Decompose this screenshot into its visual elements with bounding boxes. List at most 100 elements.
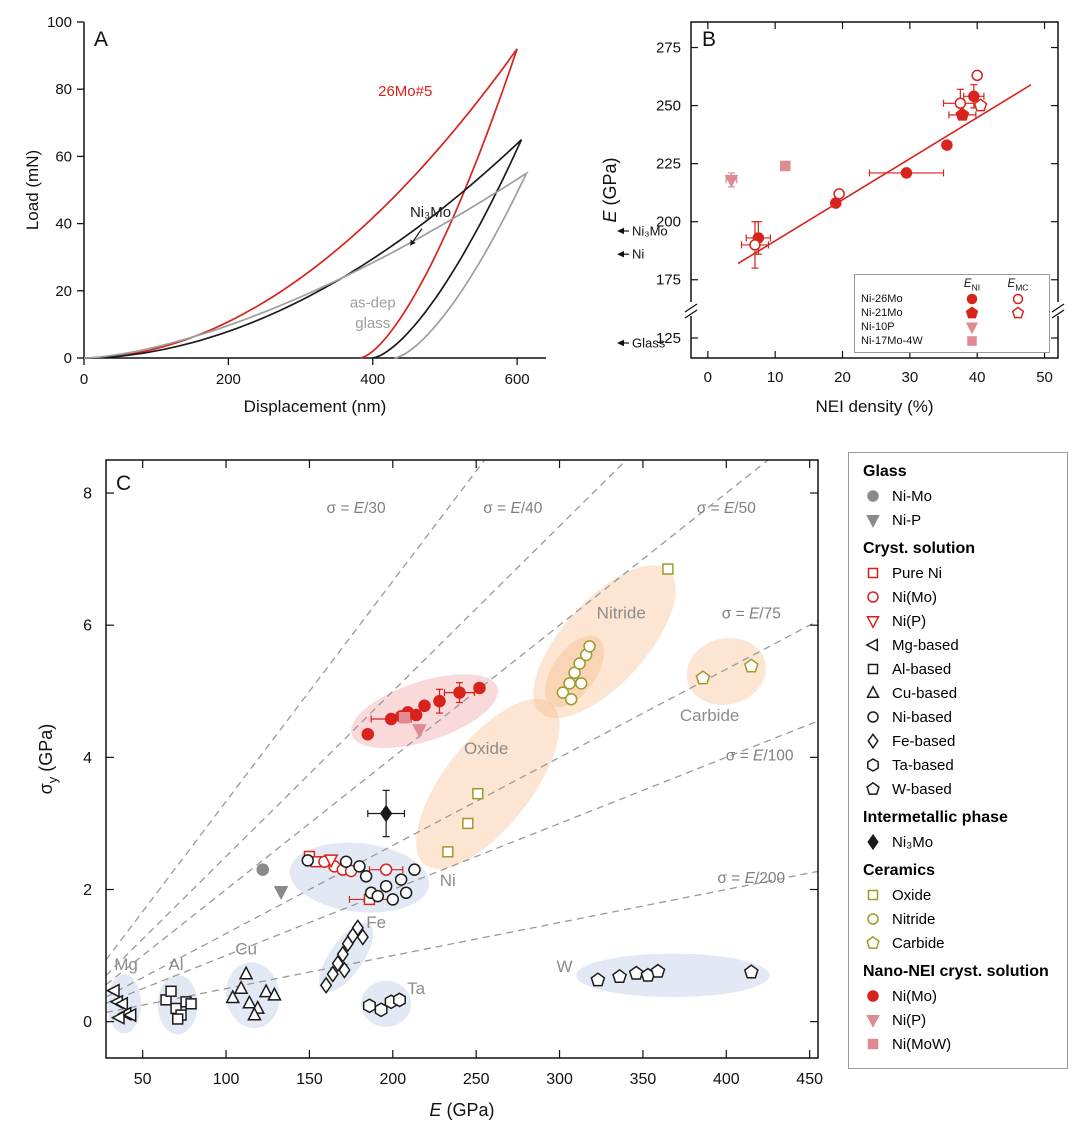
svg-text:Oxide: Oxide [464, 739, 508, 758]
legend-item-ta-based: Ta-based [863, 753, 1055, 777]
svg-text:40: 40 [55, 216, 72, 233]
svg-text:Ni: Ni [632, 247, 644, 262]
legend-item-ni-p: Ni-P [863, 508, 1055, 532]
legend-item-al-based: Al-based [863, 657, 1055, 681]
svg-text:2: 2 [83, 882, 92, 899]
series-ni26mo-eni [745, 84, 985, 255]
series-glass-ni-mo [256, 863, 269, 876]
guide-label-E30: σ = E/30 [327, 500, 387, 517]
square-marker-icon [867, 1038, 879, 1050]
circle-marker-icon [867, 990, 879, 1002]
svg-text:10: 10 [767, 369, 784, 386]
svg-text:20: 20 [834, 369, 851, 386]
svg-text:225: 225 [656, 156, 681, 173]
series-ceramic-oxide [442, 563, 674, 858]
legend-section-intermetallic-phase: Intermetallic phase [863, 809, 1008, 826]
circle-marker-icon [867, 913, 879, 925]
panel-a-chart: 0 200 400 600 0 20 40 60 80 100 Displacement (nm) L… [23, 14, 546, 416]
legend-row-label: Ni-26Mo [861, 293, 903, 306]
triangle-up-marker-icon [866, 685, 880, 699]
panel-c-axes: 50 100 150 200 250 300 350 400 450 0 2 4 6 8 [83, 459, 823, 1088]
legend-item-ni-mo: Ni-Mo [863, 484, 1055, 508]
guide-line-E75 [105, 620, 819, 998]
legend-item-nitride: Nitride [863, 907, 1055, 931]
svg-text:30: 30 [902, 369, 919, 386]
square-marker-icon [867, 889, 879, 901]
legend-marker [949, 292, 995, 306]
legend-item-label: Ni-Mo [892, 487, 932, 505]
panel-b-chart: 0 10 20 30 40 50 175 200 225 250 275 125 NEI density… [600, 21, 1065, 416]
region-oxide [416, 698, 560, 869]
svg-text:275: 275 [656, 40, 681, 57]
legend-item-label: W-based [892, 780, 952, 798]
legend-item-ni-based: Ni-based [863, 705, 1055, 729]
svg-text:Ni₃Mo: Ni₃Mo [410, 204, 451, 221]
circle-marker-icon [867, 711, 879, 723]
svg-text:100: 100 [47, 14, 72, 31]
curve-as-dep glass [83, 170, 529, 359]
series-nano-ni-mow [398, 712, 411, 724]
series-ni17mo4w [780, 160, 791, 172]
panel-a-letter: A [94, 28, 109, 51]
svg-text:350: 350 [630, 1071, 657, 1088]
panel-b-legend: ENI EMC Ni-26Mo Ni-21Mo Ni-10P Ni-17Mo-4W [854, 274, 1050, 354]
svg-text:Displacement (nm): Displacement (nm) [244, 397, 387, 416]
svg-text:as-dep: as-dep [350, 295, 396, 312]
svg-text:6: 6 [83, 618, 92, 635]
svg-text:400: 400 [360, 371, 385, 388]
legend-marker [949, 320, 995, 335]
guide-label-E200: σ = E/200 [717, 870, 785, 887]
square-marker-icon [867, 663, 879, 675]
curve-26Mo#5 [83, 48, 518, 359]
svg-text:100: 100 [213, 1071, 240, 1088]
legend-item-pure-ni: Pure Ni [863, 561, 1055, 585]
legend-item-ni-p-: Ni(P) [863, 609, 1055, 633]
guide-line-E200 [105, 870, 819, 1014]
circle-marker-icon [867, 591, 879, 603]
svg-text:σy (GPa): σy (GPa) [36, 724, 60, 795]
svg-text:8: 8 [83, 486, 92, 503]
series-ni21mo-eni [948, 107, 977, 121]
svg-text:Carbide: Carbide [680, 706, 740, 725]
legend-section-glass: Glass [863, 463, 907, 480]
legend-section-nano-nei-cryst-solution: Nano-NEI cryst. solution [863, 963, 1049, 980]
square-marker-icon [867, 567, 879, 579]
series-w-based [590, 963, 759, 987]
series-nano-ni-p [412, 724, 427, 739]
svg-text:175: 175 [656, 272, 681, 289]
svg-text:Ta: Ta [407, 979, 426, 998]
pentagon-marker-icon [866, 781, 880, 795]
hexagon-marker-icon [867, 758, 879, 772]
legend-item-label: Fe-based [892, 732, 956, 750]
legend-item-w-based: W-based [863, 777, 1055, 801]
panel-c-legend: Glass Ni-Mo Ni-P Cryst. solution Pure Ni Ni(M… [848, 452, 1068, 1069]
series-ni-based [301, 854, 421, 906]
svg-text:26Mo#5: 26Mo#5 [378, 83, 432, 100]
svg-text:50: 50 [134, 1071, 152, 1088]
svg-text:0: 0 [64, 350, 72, 367]
series-fe-based [319, 919, 369, 995]
legend-item-label: Oxide [892, 886, 932, 904]
legend-item-label: Ni(Mo) [892, 987, 937, 1005]
legend-item-label: Cu-based [892, 684, 958, 702]
panel-c-chart: σ = E/30 σ = E/40 σ = E/50 σ = E/75 σ = E/10… [36, 459, 823, 1120]
series-cu-based [225, 965, 282, 1021]
series-al-based [160, 985, 197, 1025]
panel-b-legend-grid: ENI EMC Ni-26Mo Ni-21Mo Ni-10P Ni-17Mo-4W [861, 278, 1043, 348]
guide-label-E100: σ = E/100 [726, 748, 794, 765]
svg-text:600: 600 [505, 371, 530, 388]
guide-lines: σ = E/30 σ = E/40 σ = E/50 σ = E/75 σ = E/10… [105, 459, 819, 1014]
svg-text:Ni: Ni [440, 871, 456, 890]
svg-text:40: 40 [969, 369, 986, 386]
svg-text:Glass: Glass [632, 336, 666, 351]
legend-col-header-1: ENI [963, 278, 981, 293]
legend-item-fe-based: Fe-based [863, 729, 1055, 753]
svg-text:0: 0 [704, 369, 712, 386]
panel-b-letter: B [702, 28, 717, 51]
svg-text:250: 250 [656, 98, 681, 115]
svg-text:4: 4 [83, 750, 92, 767]
legend-item-mg-based: Mg-based [863, 633, 1055, 657]
legend-item-label: Carbide [892, 934, 945, 952]
legend-item-ni-mo-: Ni(Mo) [863, 984, 1055, 1008]
svg-text:200: 200 [216, 371, 241, 388]
